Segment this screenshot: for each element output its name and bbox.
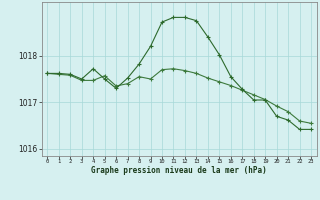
X-axis label: Graphe pression niveau de la mer (hPa): Graphe pression niveau de la mer (hPa) (91, 166, 267, 175)
